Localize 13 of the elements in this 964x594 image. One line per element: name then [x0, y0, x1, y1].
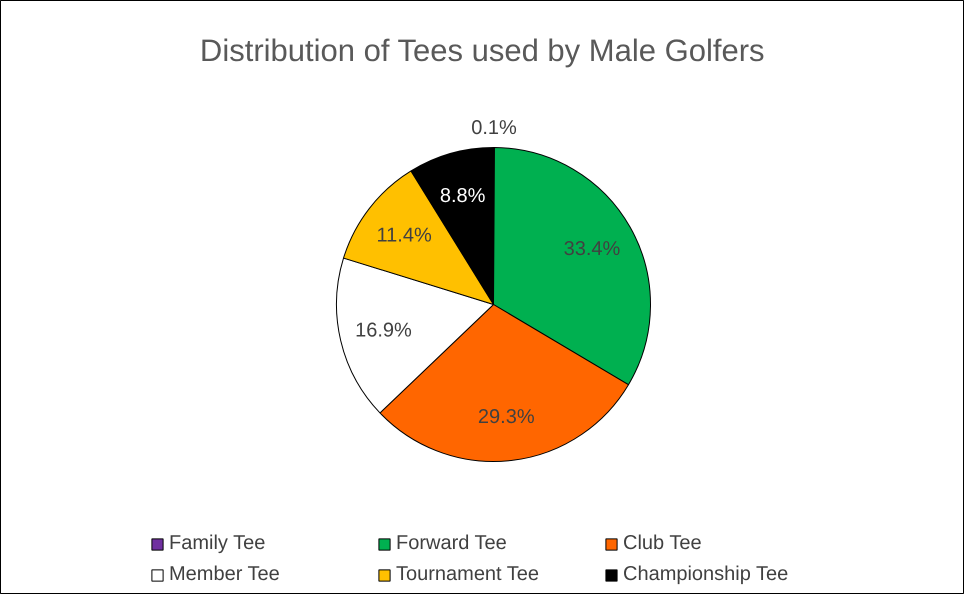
data-label: 33.4%	[564, 238, 620, 260]
legend-label: Club Tee	[623, 532, 703, 555]
data-label: 8.8%	[440, 184, 486, 207]
legend-label: Forward Tee	[396, 532, 508, 555]
legend-label: Tournament Tee	[396, 563, 540, 586]
data-label: 0.1%	[471, 116, 518, 139]
data-label: 11.4%	[376, 224, 432, 246]
legend-label: Member Tee	[169, 563, 281, 586]
legend-label: Family Tee	[169, 532, 266, 555]
legend-label: Championship Tee	[623, 563, 790, 586]
data-label: 16.9%	[355, 319, 412, 342]
chart-title: Distribution of Tees used by Male Golfers	[200, 33, 765, 68]
data-label: 29.3%	[478, 406, 535, 428]
